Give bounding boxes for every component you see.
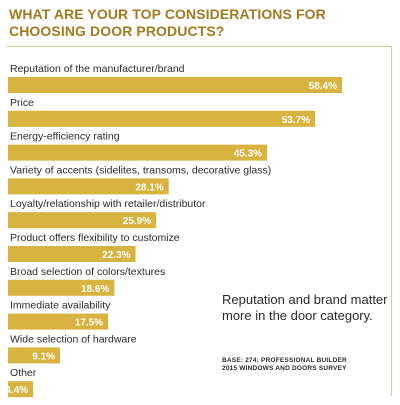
bar — [8, 110, 316, 127]
bar-value-label: 17.5% — [75, 318, 103, 329]
category-label: Reputation of the manufacturer/brand — [10, 63, 185, 75]
category-label: Product offers flexibility to customize — [10, 232, 180, 244]
category-label: Price — [10, 97, 34, 109]
bar — [8, 381, 34, 398]
bar-value-label: 4.4% — [5, 385, 28, 396]
category-label: Variety of accents (sidelites, transoms,… — [10, 164, 271, 176]
bar — [8, 178, 169, 195]
bar-value-label: 9.1% — [32, 351, 55, 362]
source-line-2: 2015 WINDOWS AND DOORS SURVEY — [222, 365, 347, 372]
bar — [8, 347, 61, 364]
bar-value-label: 22.3% — [102, 250, 130, 261]
category-label: Wide selection of hardware — [10, 333, 137, 345]
bar-value-label: 25.9% — [123, 216, 151, 227]
bar — [8, 144, 268, 161]
bar-value-label: 58.4% — [309, 81, 337, 92]
chart-frame — [6, 46, 392, 396]
source-line-1: BASE: 274; PROFESSIONAL BUILDER — [222, 357, 347, 364]
chart-title-line-2: CHOOSING DOOR PRODUCTS? — [9, 23, 225, 39]
source-note: BASE: 274; PROFESSIONAL BUILDER 2015 WIN… — [222, 357, 392, 373]
bar — [8, 77, 342, 93]
category-label: Loyalty/relationship with retailer/distr… — [10, 198, 206, 210]
category-label: Other — [10, 367, 37, 379]
bar-value-label: 53.7% — [282, 115, 310, 126]
category-label: Immediate availability — [10, 300, 111, 312]
chart-title: WHAT ARE YOUR TOP CONSIDERATIONS FOR CHO… — [9, 6, 389, 40]
chart-title-line-1: WHAT ARE YOUR TOP CONSIDERATIONS FOR — [9, 6, 326, 22]
category-label: Energy-efficiency rating — [10, 131, 120, 143]
bar-value-label: 45.3% — [234, 149, 262, 160]
bar — [8, 212, 157, 229]
bar-value-label: 18.6% — [81, 284, 109, 295]
bar — [8, 279, 115, 296]
bar — [8, 246, 136, 262]
category-label: Broad selection of colors/textures — [10, 266, 165, 278]
bar-value-label: 28.1% — [135, 182, 163, 193]
chart-note: Reputation and brand matter more in the … — [222, 292, 388, 323]
bar — [8, 313, 109, 330]
